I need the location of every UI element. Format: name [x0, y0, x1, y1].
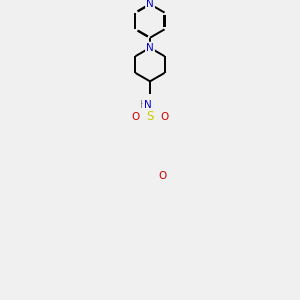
Text: N: N [146, 43, 154, 53]
Text: O: O [132, 112, 140, 122]
Text: O: O [160, 112, 168, 122]
Text: O: O [158, 171, 167, 181]
Text: N: N [146, 0, 154, 9]
Text: H: H [140, 100, 147, 110]
Text: N: N [144, 100, 152, 110]
Text: S: S [146, 110, 154, 123]
